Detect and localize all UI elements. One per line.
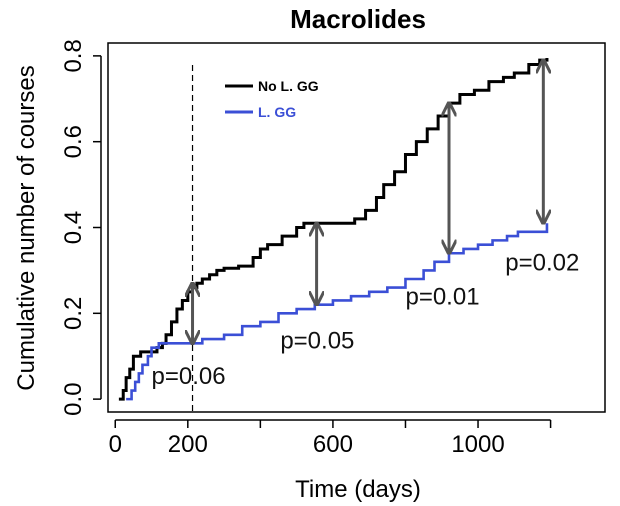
y-tick-label-0: 0.0 bbox=[60, 382, 87, 415]
plot-area: p=0.06 p=0.05 p=0.01 p=0.02 bbox=[118, 58, 579, 412]
y-tick-label-1: 0.2 bbox=[60, 297, 87, 330]
p-value-label-3: p=0.02 bbox=[505, 249, 579, 276]
x-tick-label-3: 1000 bbox=[451, 431, 504, 458]
y-tick-label-4: 0.8 bbox=[60, 39, 87, 72]
legend-label-no-lgg: No L. GG bbox=[258, 78, 319, 94]
axes: 0.0 0.2 0.4 0.6 0.8 0 200 600 1000 bbox=[60, 39, 552, 458]
plot-frame bbox=[107, 42, 606, 413]
y-axis-label: Cumulative number of courses bbox=[13, 65, 40, 390]
chart-title: Macrolides bbox=[290, 4, 426, 34]
p-value-label-2: p=0.01 bbox=[405, 284, 479, 311]
y-tick-label-2: 0.4 bbox=[60, 211, 87, 244]
x-tick-label-1: 200 bbox=[168, 431, 208, 458]
x-tick-label-2: 600 bbox=[313, 431, 353, 458]
x-tick-label-0: 0 bbox=[109, 431, 122, 458]
series-line-1 bbox=[126, 223, 549, 401]
legend-label-lgg: L. GG bbox=[258, 104, 296, 120]
p-value-label-0: p=0.06 bbox=[152, 363, 226, 390]
p-value-label-1: p=0.05 bbox=[280, 327, 354, 354]
y-tick-label-3: 0.6 bbox=[60, 125, 87, 158]
x-axis-label: Time (days) bbox=[295, 476, 421, 503]
legend: No L. GG L. GG bbox=[225, 78, 319, 120]
